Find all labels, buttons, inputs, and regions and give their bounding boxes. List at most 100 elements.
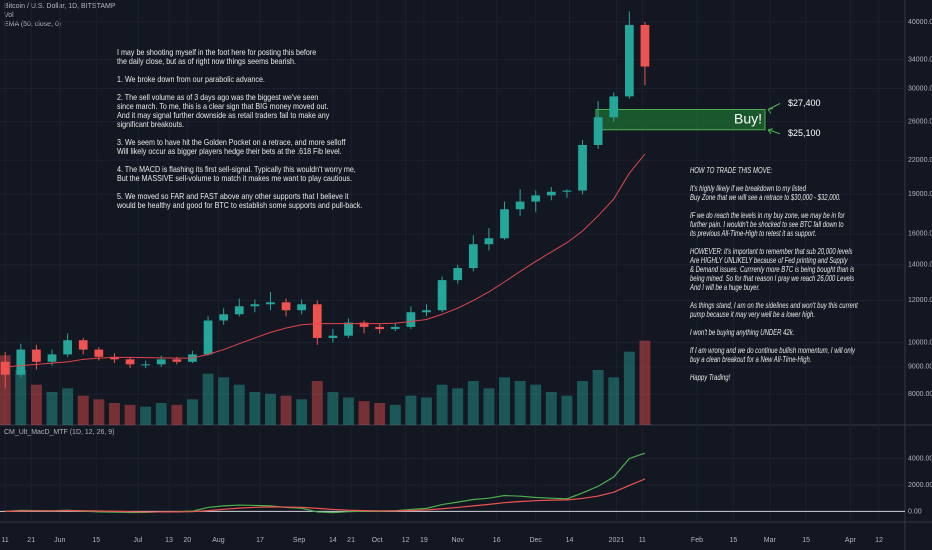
- x-tick-label: 2021: [609, 537, 625, 544]
- note-line: It's highly likely if we breakdown to my…: [690, 183, 806, 193]
- y-tick-label: 22000.00: [908, 157, 932, 164]
- volume-bar: [530, 384, 542, 425]
- candle-body: [110, 356, 119, 360]
- macd-tick-label: 0.00: [908, 508, 922, 515]
- candle-body: [531, 195, 541, 202]
- note-paragraph: Happy Trading!: [690, 373, 858, 382]
- x-tick-label: Apr: [845, 537, 857, 544]
- macd-line: [5, 452, 646, 514]
- volume-bar: [30, 384, 42, 425]
- volume-bar: [264, 393, 276, 425]
- x-tick-label: Feb: [691, 537, 703, 544]
- note-line: significant breakouts.: [117, 119, 185, 129]
- y-tick-label: 34000.00: [908, 56, 932, 63]
- note-line: But the MASSIVE sell-volume to match it …: [117, 173, 352, 183]
- volume-bar: [405, 395, 417, 425]
- volume-bar: [483, 388, 495, 425]
- candle-body: [32, 349, 41, 362]
- volume-bar: [218, 377, 230, 425]
- candle-body: [562, 190, 572, 192]
- x-tick-label: 17: [256, 537, 264, 544]
- volume-bar: [124, 404, 136, 425]
- candle-body: [312, 304, 322, 338]
- note-line: HOWEVER: it's important to remember that…: [690, 246, 853, 256]
- note-line: its previous All-Time-High to retest it …: [690, 228, 817, 238]
- note-paragraph: If I am wrong and we do continue bullish…: [690, 346, 858, 364]
- candle-body: [390, 326, 400, 330]
- macd-tick-label: 4000.00: [908, 455, 932, 462]
- volume-bar: [639, 340, 651, 425]
- volume-bar: [452, 388, 464, 425]
- left-notes: I may be shooting myself in the foot her…: [117, 48, 362, 219]
- candle-body: [624, 24, 634, 97]
- candle-body: [156, 359, 166, 365]
- candle-body: [250, 304, 260, 307]
- volume-bar: [249, 392, 261, 425]
- right-notes: HOW TO TRADE THIS MOVE: It's highly likel…: [690, 166, 858, 391]
- volume-bar: [77, 395, 89, 425]
- note-paragraph: 1. We broke down from our parabolic adva…: [117, 75, 362, 84]
- note-line: Happy Trading!: [690, 372, 731, 382]
- candle-body: [0, 361, 10, 375]
- candle-body: [546, 191, 556, 196]
- x-tick-label: Jul: [133, 537, 142, 544]
- note-line: I won't be buying anything UNDER 42k.: [690, 327, 795, 337]
- y-tick-label: 14000.00: [908, 262, 932, 269]
- volume-bar: [327, 392, 339, 425]
- note-line: 4. The MACD is flashing its first sell-s…: [117, 164, 356, 174]
- note-line: Buy Zone that we will see a retrace to $…: [690, 192, 841, 202]
- y-tick-label: 8000.00: [908, 391, 932, 398]
- volume-bar: [358, 401, 370, 425]
- note-paragraph: I may be shooting myself in the foot her…: [117, 48, 362, 66]
- volume-bar: [93, 399, 105, 425]
- note-paragraph: HOWEVER: it's important to remember that…: [690, 247, 858, 292]
- note-paragraph: It's highly likely if we breakdown to my…: [690, 184, 858, 202]
- volume-bar: [202, 373, 214, 425]
- macd-tick-label: 2000.00: [908, 482, 932, 489]
- x-tick-label: 13: [165, 537, 173, 544]
- x-tick-label: Aug: [212, 537, 225, 544]
- note-paragraph: 4. The MACD is flashing its first sell-s…: [117, 165, 362, 183]
- volume-bar: [15, 370, 27, 425]
- volume-bar: [311, 381, 323, 425]
- x-tick-label: 12: [402, 537, 410, 544]
- volume-bar: [171, 404, 183, 425]
- note-line: the daily close, but as of right now thi…: [117, 56, 296, 66]
- x-tick-label: Dec: [529, 537, 542, 544]
- y-tick-label: 9000.00: [908, 364, 932, 371]
- x-tick-label: Nov: [451, 537, 464, 544]
- note-line: And I will be a huge buyer.: [690, 282, 760, 292]
- note-line: And it may signal further downside as re…: [117, 110, 330, 120]
- level-arrow: [767, 128, 781, 135]
- candle-body: [406, 312, 416, 327]
- candle-body: [125, 359, 135, 365]
- note-line: 3. We seem to have hit the Golden Pocket…: [117, 137, 346, 147]
- volume-bar: [514, 381, 526, 425]
- volume-bar: [296, 399, 308, 425]
- volume-bar: [577, 381, 588, 425]
- volume-bar: [186, 399, 198, 425]
- x-tick-label: Sep: [293, 537, 306, 544]
- note-line: If I am wrong and we do continue bullish…: [690, 345, 856, 355]
- x-tick-label: 21: [27, 537, 35, 544]
- candle-body: [640, 24, 650, 67]
- x-tick-label: 14: [566, 537, 574, 544]
- note-paragraph: 3. We seem to have hit the Golden Pocket…: [117, 138, 362, 156]
- candle-body: [453, 268, 463, 281]
- volume-bar: [46, 392, 58, 425]
- note-line: 5. We moved so FAR and FAST above any ot…: [117, 191, 349, 201]
- note-paragraph: IF we do reach the levels in my buy zone…: [690, 211, 858, 238]
- note-line: since march. To me, this is a clear sign…: [117, 101, 329, 111]
- candle-body: [422, 310, 431, 313]
- y-tick-label: 19000.00: [908, 191, 932, 198]
- volume-bar: [545, 392, 557, 425]
- x-tick-label: 19: [420, 537, 428, 544]
- macd-line: [5, 478, 646, 513]
- x-tick-label: Mar: [764, 537, 777, 544]
- x-tick-label: 21: [347, 537, 355, 544]
- y-tick-label: 10000.00: [908, 339, 932, 346]
- volume-bar: [108, 403, 120, 425]
- note-paragraph: As things stand, I am on the sidelines a…: [690, 301, 858, 319]
- note-line: 2. The sell volume as of 3 days ago was …: [117, 92, 319, 102]
